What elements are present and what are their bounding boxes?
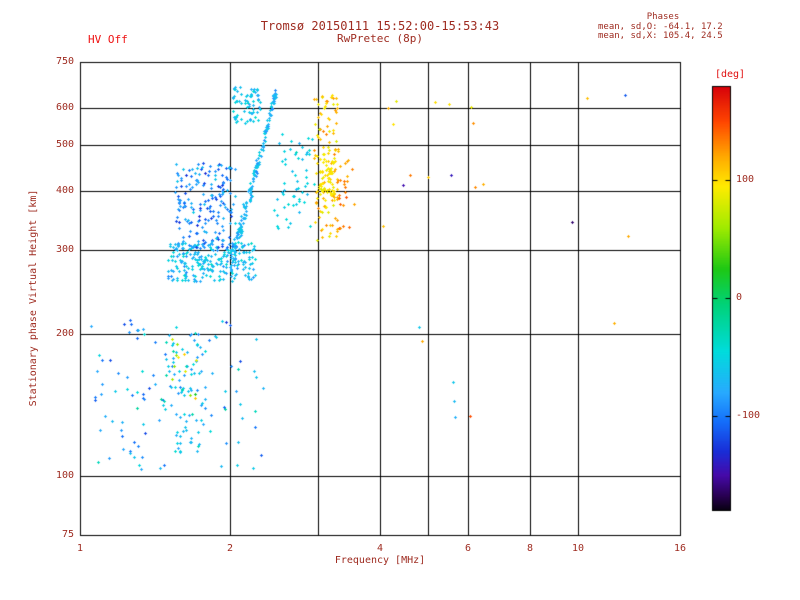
- x-axis-label: Frequency [MHz]: [334, 555, 426, 566]
- phases-mean-x: mean, sd,X: 105.4, 24.5: [598, 31, 723, 41]
- x-tick-label-1: 1: [76, 543, 84, 554]
- y-tick-label-300: 300: [55, 244, 74, 255]
- colorbar-unit-label: [deg]: [714, 69, 746, 80]
- plot-subtitle: RwPretec (8p): [336, 32, 424, 45]
- colorbar-tick-label-0: 0: [736, 292, 743, 303]
- x-tick-label-10: 10: [571, 543, 585, 554]
- x-tick-label-2: 2: [226, 543, 234, 554]
- x-tick-label-8: 8: [526, 543, 534, 554]
- x-tick-label-4: 4: [376, 543, 384, 554]
- colorbar-tick-label--100: -100: [736, 410, 761, 421]
- y-tick-label-600: 600: [55, 102, 74, 113]
- phases-mean-o: mean, sd,O: -64.1, 17.2: [598, 22, 723, 32]
- phases-header: Phases: [646, 12, 680, 22]
- plot-title: Tromsø 20150111 15:52:00-15:53:43: [260, 19, 500, 33]
- y-tick-label-100: 100: [55, 470, 74, 481]
- y-tick-label-200: 200: [55, 328, 74, 339]
- y-tick-label-750: 750: [55, 56, 74, 67]
- hv-off-label: HV Off: [88, 33, 128, 46]
- x-tick-label-16: 16: [673, 543, 687, 554]
- x-tick-label-6: 6: [464, 543, 472, 554]
- y-tick-label-500: 500: [55, 139, 74, 150]
- y-tick-label-400: 400: [55, 185, 74, 196]
- colorbar-tick-label-100: 100: [736, 174, 755, 185]
- y-tick-label-75: 75: [61, 529, 74, 540]
